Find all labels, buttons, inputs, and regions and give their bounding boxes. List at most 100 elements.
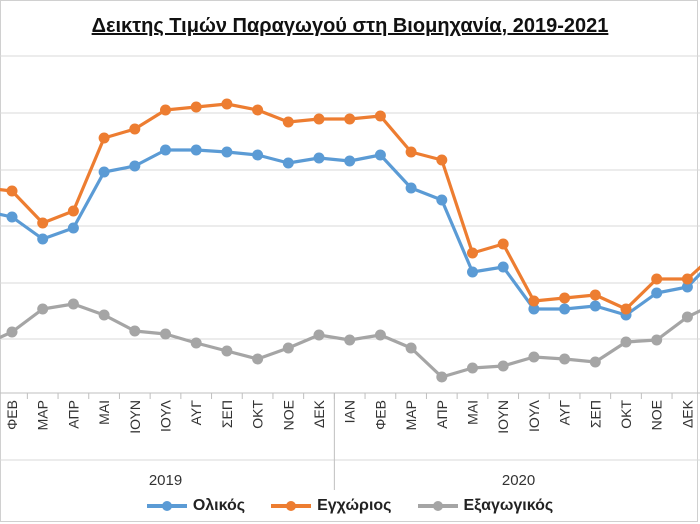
data-point-series-1 — [67, 222, 79, 234]
data-point-series-2 — [681, 273, 693, 285]
legend-item-series-1: Ολικός — [146, 497, 246, 515]
legend-swatch-series-2 — [271, 501, 312, 511]
data-point-series-3 — [497, 360, 509, 372]
x-tick-label: ΟΚΤ — [250, 400, 266, 429]
data-point-series-3 — [160, 328, 171, 340]
x-tick-label: ΙΟΥΛ — [526, 399, 542, 432]
data-point-series-2 — [160, 104, 171, 116]
data-point-series-2 — [467, 247, 478, 259]
data-point-series-2 — [313, 113, 325, 125]
data-point-series-3 — [620, 336, 632, 348]
data-point-series-3 — [681, 311, 693, 323]
x-tick-label: ΦΕΒ — [4, 400, 20, 430]
data-point-series-2 — [129, 123, 141, 135]
data-point-series-1 — [497, 261, 509, 273]
x-tick-label: ΙΟΥΝ — [495, 400, 511, 434]
data-point-series-1 — [6, 211, 18, 223]
data-point-series-1 — [344, 155, 356, 167]
data-point-series-1 — [589, 300, 601, 312]
x-tick-label: ΜΑΙ — [96, 400, 112, 425]
x-tick-label: ΙΟΥΝ — [127, 400, 143, 434]
data-point-series-3 — [221, 345, 233, 357]
data-point-series-1 — [221, 146, 233, 158]
x-tick-label: ΔΕΚ — [311, 399, 327, 428]
data-point-series-1 — [467, 266, 478, 278]
line-chart: ΦΕΒ ΜΑΡ ΑΠΡ ΜΑΙ ΙΟΥΝ ΙΟΥΛ ΑΥΓ ΣΕΠ ΟΚΤ ΝΟΕ ΔΕΚ ΙΑΝ ΦΕ… — [0, 55, 700, 490]
x-tick-label: ΝΟΕ — [280, 400, 296, 430]
data-point-series-2 — [620, 303, 632, 315]
data-point-series-2 — [282, 116, 294, 128]
data-point-series-1 — [436, 194, 448, 206]
data-point-series-1 — [405, 182, 417, 194]
data-point-series-3 — [313, 329, 325, 341]
x-tick-label: ΜΑΡ — [35, 400, 51, 430]
data-point-series-2 — [344, 113, 356, 125]
data-point-series-1 — [374, 149, 386, 161]
legend-label-series-1: Ολικός — [192, 497, 246, 514]
data-point-series-3 — [67, 298, 79, 310]
data-point-series-2 — [497, 238, 509, 250]
data-point-series-3 — [436, 371, 448, 383]
legend-swatch-series-1 — [146, 501, 187, 511]
data-point-series-2 — [559, 292, 571, 304]
data-point-series-1 — [98, 166, 110, 178]
x-tick-label: ΑΠΡ — [65, 400, 81, 429]
x-tick-label: ΑΥΓ — [557, 400, 573, 426]
data-point-series-1 — [129, 160, 141, 172]
data-point-series-1 — [252, 149, 264, 161]
x-tick-label: ΙΑΝ — [342, 400, 358, 423]
data-point-series-1 — [651, 287, 663, 299]
x-group-label-2020: 2020 — [502, 472, 535, 489]
x-tick-label: ΑΠΡ — [434, 400, 450, 429]
chart-title: Δεικτης Τιμών Παραγωγού στη Βιομηχανία, … — [91, 15, 609, 37]
data-point-series-2 — [98, 132, 110, 144]
data-point-series-3 — [589, 356, 601, 368]
data-point-series-3 — [252, 353, 264, 365]
data-point-series-3 — [98, 309, 110, 321]
x-tick-label: ΔΕΚ — [679, 399, 695, 428]
data-point-series-3 — [282, 342, 294, 354]
data-point-series-2 — [37, 217, 49, 229]
x-tick-label: ΟΚΤ — [618, 400, 634, 429]
data-point-series-1 — [681, 281, 693, 293]
x-group-label-2019: 2019 — [149, 472, 182, 489]
data-point-series-3 — [129, 325, 141, 337]
data-point-series-2 — [651, 273, 663, 285]
x-tick-label: ΑΥΓ — [188, 400, 204, 426]
data-point-series-3 — [6, 326, 18, 338]
data-point-series-2 — [405, 146, 417, 158]
x-tick-label: ΣΕΠ — [587, 400, 603, 428]
x-tick-label: ΜΑΡ — [403, 400, 419, 430]
data-point-series-2 — [589, 289, 601, 301]
legend-label-series-3: Εξαγωγικός — [463, 497, 554, 514]
data-point-series-1 — [282, 157, 294, 169]
data-point-series-1 — [37, 233, 49, 245]
data-point-series-2 — [190, 101, 202, 113]
data-point-series-3 — [190, 337, 202, 349]
data-point-series-3 — [559, 353, 571, 365]
data-point-series-2 — [528, 295, 540, 307]
data-point-series-1 — [160, 144, 171, 156]
x-tick-label: ΦΕΒ — [372, 400, 388, 430]
chart-legend: Ολικός Εγχώριος Εξαγωγικός — [0, 494, 700, 518]
data-point-series-2 — [67, 205, 79, 217]
data-point-series-2 — [374, 110, 386, 122]
data-point-series-1 — [559, 303, 571, 315]
data-point-series-1 — [313, 152, 325, 164]
data-point-series-1 — [190, 144, 202, 156]
data-point-series-2 — [6, 185, 18, 197]
data-point-series-3 — [405, 342, 417, 354]
data-point-series-3 — [651, 334, 663, 346]
data-point-series-1 — [528, 303, 540, 315]
x-tick-label: ΝΟΕ — [649, 400, 665, 430]
x-tick-label: ΣΕΠ — [219, 400, 235, 428]
data-point-series-2 — [221, 98, 233, 110]
data-point-series-3 — [528, 351, 540, 363]
legend-swatch-series-3 — [417, 501, 458, 511]
data-point-series-2 — [436, 154, 448, 166]
data-point-series-3 — [467, 362, 478, 374]
data-point-series-3 — [344, 334, 356, 346]
legend-item-series-2: Εγχώριος — [271, 497, 392, 515]
data-point-series-3 — [374, 329, 386, 341]
